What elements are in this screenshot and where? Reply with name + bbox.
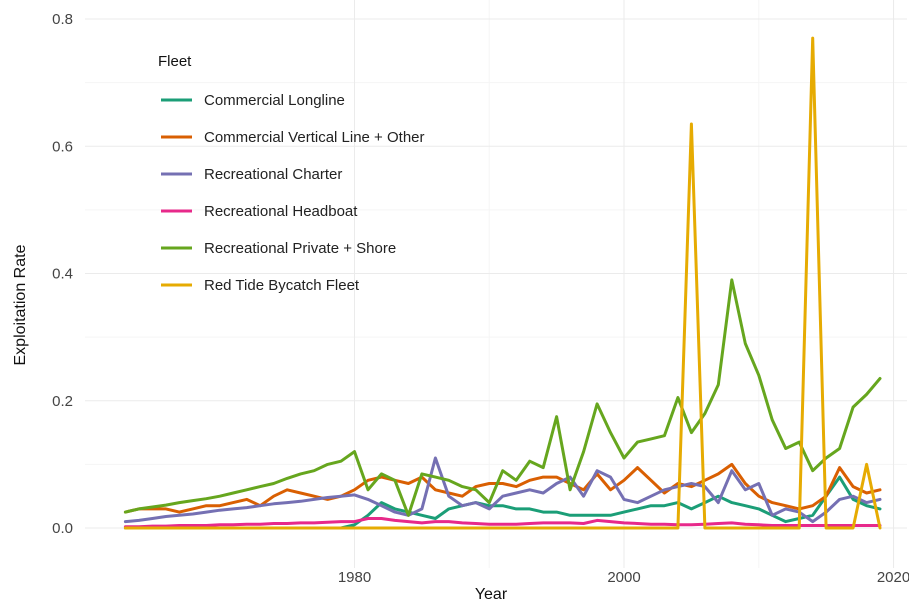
x-axis-title: Year bbox=[475, 586, 508, 603]
series-line-commercial-vertical-line-other bbox=[123, 462, 882, 514]
legend-items: Commercial Longline Commercial Vertical L… bbox=[161, 92, 425, 294]
y-axis-ticks: 0.0 0.2 0.4 0.6 0.8 bbox=[52, 11, 73, 537]
legend-label-red-tide-bycatch-fleet: Red Tide Bycatch Fleet bbox=[204, 277, 360, 294]
y-tick-label: 0.4 bbox=[52, 266, 73, 283]
legend-label-commercial-vertical-line-other: Commercial Vertical Line + Other bbox=[204, 129, 425, 146]
y-tick-label: 0.0 bbox=[52, 520, 73, 537]
series-line-recreational-private-shore bbox=[123, 278, 882, 517]
y-tick-label: 0.8 bbox=[52, 11, 73, 28]
y-tick-label: 0.2 bbox=[52, 393, 73, 410]
series-lines bbox=[123, 36, 882, 530]
y-axis-title: Exploitation Rate bbox=[12, 244, 29, 365]
x-tick-label: 1980 bbox=[338, 569, 371, 586]
series-line-recreational-charter bbox=[123, 456, 882, 524]
grid bbox=[85, 0, 907, 568]
y-tick-label: 0.6 bbox=[52, 138, 73, 155]
x-tick-label: 2020 bbox=[877, 569, 909, 586]
x-tick-label: 2000 bbox=[607, 569, 640, 586]
legend-label-recreational-charter: Recreational Charter bbox=[204, 166, 342, 183]
series-line-red-tide-bycatch-fleet bbox=[123, 36, 882, 530]
legend: Fleet Commercial Longline Commercial Vert… bbox=[158, 53, 425, 294]
legend-label-recreational-private-shore: Recreational Private + Shore bbox=[204, 240, 396, 257]
legend-label-commercial-longline: Commercial Longline bbox=[204, 92, 345, 109]
series-line-recreational-headboat bbox=[123, 517, 882, 529]
x-axis-ticks: 1980 2000 2020 bbox=[338, 569, 909, 586]
legend-title: Fleet bbox=[158, 53, 192, 70]
legend-label-recreational-headboat: Recreational Headboat bbox=[204, 203, 358, 220]
